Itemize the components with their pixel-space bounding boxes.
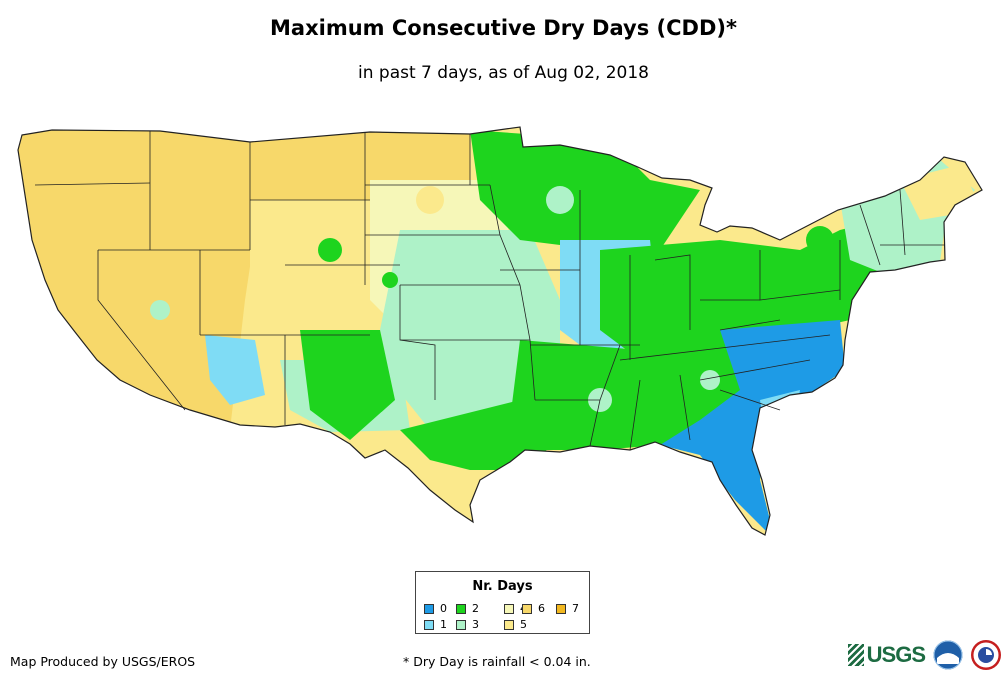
legend-item-5: 5 — [504, 619, 527, 631]
legend-label: 5 — [520, 618, 527, 631]
map-title: Maximum Consecutive Dry Days (CDD)* — [270, 16, 737, 40]
state-boundaries — [17, 126, 983, 536]
legend-label: 7 — [572, 602, 579, 615]
legend-label: 1 — [440, 618, 447, 631]
legend-swatch — [556, 604, 566, 614]
legend-item-6: 6 — [522, 603, 545, 615]
legend-item-7: 7 — [556, 603, 579, 615]
legend-item-1: 1 — [424, 619, 447, 631]
legend-item-3: 3 — [456, 619, 479, 631]
legend-swatch — [522, 604, 532, 614]
credit-text: Map Produced by USGS/EROS — [10, 654, 196, 669]
legend-label: 3 — [472, 618, 479, 631]
usgs-wave-icon — [847, 644, 864, 666]
legend-swatch — [456, 604, 466, 614]
agency-logos: USGS — [847, 640, 1001, 670]
usgs-logo-text: USGS — [866, 642, 926, 667]
legend-swatch — [424, 604, 434, 614]
legend-swatch — [424, 620, 434, 630]
nws-logo-icon — [971, 640, 1001, 670]
noaa-logo-icon — [933, 640, 963, 670]
legend-label: 6 — [538, 602, 545, 615]
legend-swatch — [504, 620, 514, 630]
legend-swatch — [456, 620, 466, 630]
legend-item-2: 2 — [456, 603, 479, 615]
legend: Nr. Days 01234567 — [415, 571, 590, 634]
legend-title: Nr. Days — [472, 579, 533, 594]
legend-label: 0 — [440, 602, 447, 615]
footnote-text: * Dry Day is rainfall < 0.04 in. — [403, 654, 591, 669]
usgs-logo: USGS — [847, 642, 926, 668]
map-subtitle: in past 7 days, as of Aug 02, 2018 — [358, 63, 649, 83]
legend-label: 2 — [472, 602, 479, 615]
dry-day-regions — [18, 127, 982, 535]
legend-swatch — [504, 604, 514, 614]
legend-item-0: 0 — [424, 603, 447, 615]
